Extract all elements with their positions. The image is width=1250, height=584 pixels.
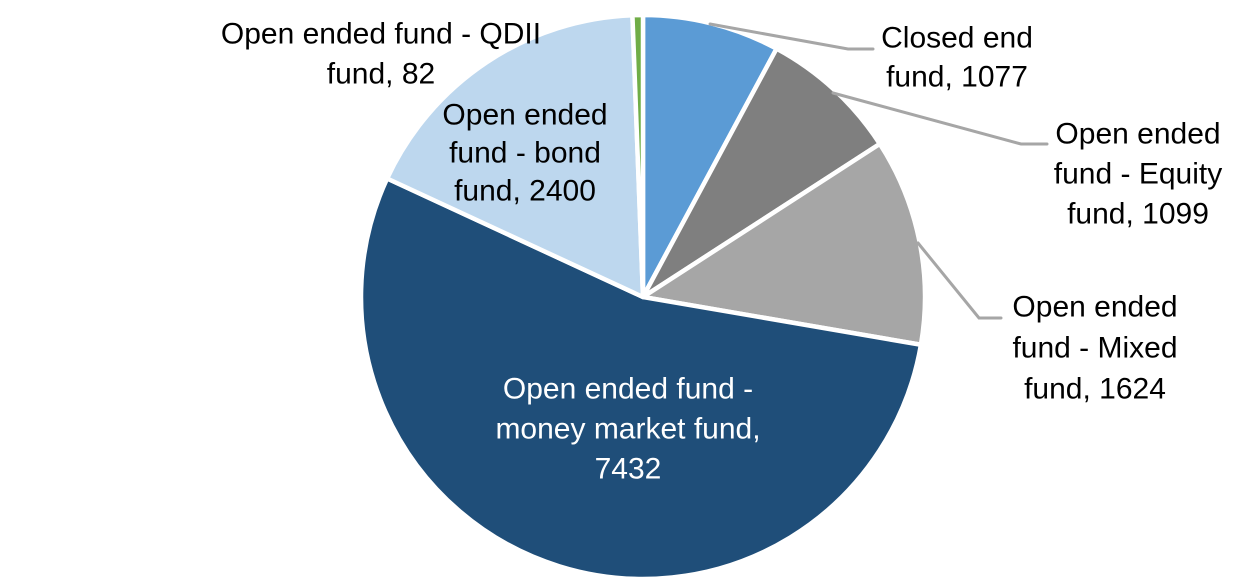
pie-slice-2 xyxy=(640,46,883,300)
pie-slice-6 xyxy=(630,12,646,300)
leader-line xyxy=(708,22,875,51)
pie-slice-3 xyxy=(640,141,928,348)
leader-line xyxy=(831,91,1049,146)
slice-label: Open ended fund - bond fund, 2400 xyxy=(442,99,607,208)
slice-label: Open ended fund - QDII fund, 82 xyxy=(221,18,541,91)
slice-label: Open ended fund -money market fund, 7432 xyxy=(495,373,760,486)
pie-slice-5 xyxy=(384,12,646,300)
slice-label: Open ended fund - Mixed fund, 1624 xyxy=(1012,291,1177,406)
leader-line xyxy=(916,241,1003,320)
slice-label: Open ended fund - Equity fund, 1099 xyxy=(1054,118,1222,231)
pie-slice-4 xyxy=(358,176,924,582)
slice-label: Closed end fund, 1077 xyxy=(881,22,1033,94)
